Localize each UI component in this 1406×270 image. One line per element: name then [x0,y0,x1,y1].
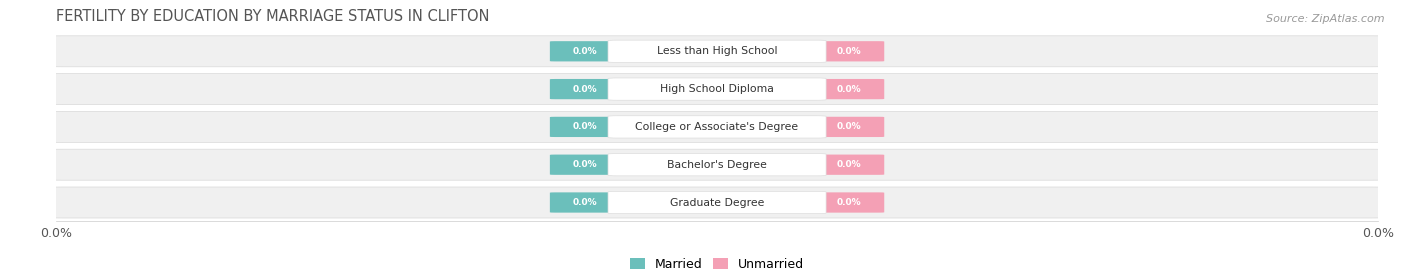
Text: 0.0%: 0.0% [837,160,862,169]
FancyBboxPatch shape [607,40,827,62]
Text: 0.0%: 0.0% [572,47,598,56]
Text: 0.0%: 0.0% [837,122,862,131]
Text: College or Associate's Degree: College or Associate's Degree [636,122,799,132]
FancyBboxPatch shape [44,112,1391,142]
FancyBboxPatch shape [607,78,827,100]
FancyBboxPatch shape [814,79,884,99]
FancyBboxPatch shape [814,117,884,137]
Text: 0.0%: 0.0% [837,85,862,94]
Text: 0.0%: 0.0% [572,85,598,94]
FancyBboxPatch shape [550,192,620,213]
Text: Graduate Degree: Graduate Degree [669,197,765,208]
FancyBboxPatch shape [550,79,620,99]
FancyBboxPatch shape [814,192,884,213]
FancyBboxPatch shape [607,116,827,138]
FancyBboxPatch shape [44,149,1391,180]
FancyBboxPatch shape [44,187,1391,218]
Text: FERTILITY BY EDUCATION BY MARRIAGE STATUS IN CLIFTON: FERTILITY BY EDUCATION BY MARRIAGE STATU… [56,9,489,24]
FancyBboxPatch shape [607,191,827,214]
FancyBboxPatch shape [550,41,620,62]
FancyBboxPatch shape [44,74,1391,104]
Text: 0.0%: 0.0% [572,122,598,131]
FancyBboxPatch shape [814,41,884,62]
Text: 0.0%: 0.0% [837,47,862,56]
Text: Source: ZipAtlas.com: Source: ZipAtlas.com [1267,14,1385,23]
FancyBboxPatch shape [607,154,827,176]
FancyBboxPatch shape [550,117,620,137]
Text: High School Diploma: High School Diploma [661,84,773,94]
Text: 0.0%: 0.0% [572,198,598,207]
Text: Bachelor's Degree: Bachelor's Degree [666,160,768,170]
FancyBboxPatch shape [814,154,884,175]
Text: 0.0%: 0.0% [572,160,598,169]
Legend: Married, Unmarried: Married, Unmarried [626,253,808,270]
FancyBboxPatch shape [44,36,1391,67]
Text: 0.0%: 0.0% [837,198,862,207]
Text: Less than High School: Less than High School [657,46,778,56]
FancyBboxPatch shape [550,154,620,175]
